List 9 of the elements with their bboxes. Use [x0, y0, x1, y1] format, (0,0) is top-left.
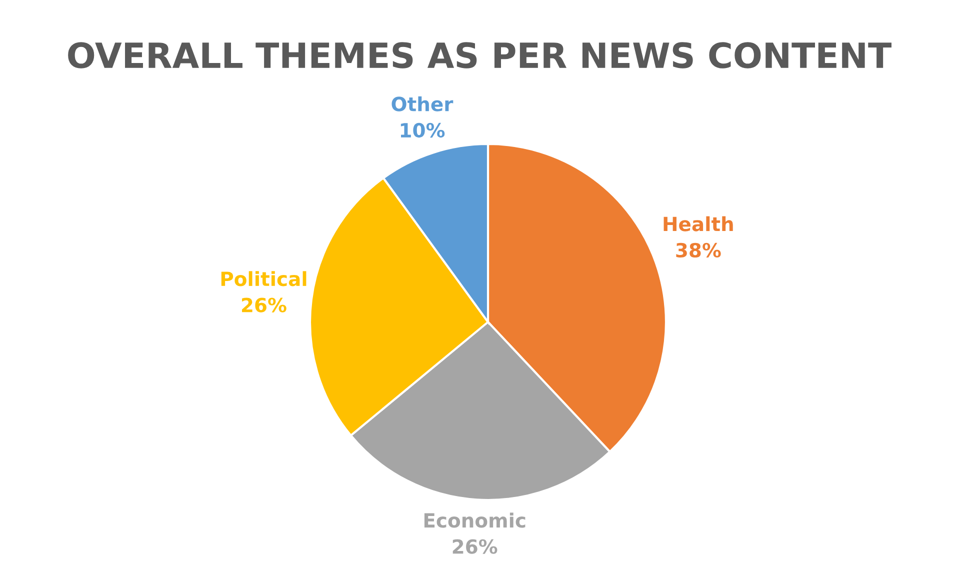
- data-label: 26%: [452, 539, 498, 554]
- slice-label: Health: [664, 216, 733, 232]
- slice-label: Economic: [424, 512, 526, 528]
- chart-title: OVERALL THEMES AS PER NEWS CONTENT: [68, 42, 892, 68]
- slice-label: Political: [221, 271, 306, 286]
- data-label: 26%: [242, 298, 286, 312]
- data-label: 10%: [400, 122, 445, 138]
- data-label: 38%: [676, 242, 721, 258]
- slice-label: Other: [392, 96, 454, 112]
